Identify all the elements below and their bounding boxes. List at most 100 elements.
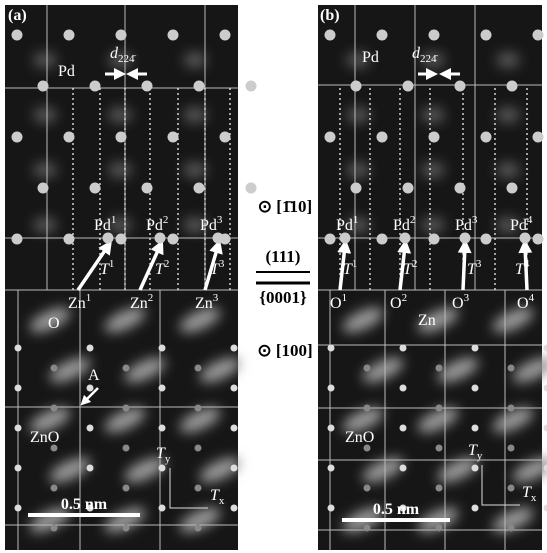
atom bbox=[116, 132, 127, 143]
atom bbox=[116, 234, 127, 245]
atom bbox=[364, 485, 371, 492]
atom bbox=[472, 425, 479, 432]
atom bbox=[328, 505, 335, 512]
top-atom-label-base: Pd bbox=[94, 217, 111, 234]
atom bbox=[544, 345, 547, 352]
atom bbox=[195, 445, 202, 452]
atom bbox=[123, 525, 130, 532]
atom bbox=[328, 465, 335, 472]
vector-label-script: 2 bbox=[412, 258, 418, 270]
vector-label-script: 3 bbox=[219, 258, 225, 270]
atom bbox=[533, 234, 544, 245]
panel-label: (b) bbox=[320, 7, 340, 24]
zone-axis-top: ⊙ [1̄10] bbox=[258, 197, 312, 216]
metal-label: Pd bbox=[362, 49, 379, 66]
atom bbox=[377, 132, 388, 143]
vector-label-script: 4 bbox=[524, 258, 530, 270]
atom bbox=[472, 465, 479, 472]
atom bbox=[400, 465, 407, 472]
plane-bottom: {0001} bbox=[259, 288, 307, 307]
blob bbox=[183, 162, 207, 178]
blob bbox=[33, 52, 57, 68]
vector-label-script: 1 bbox=[109, 258, 115, 270]
atom bbox=[195, 365, 202, 372]
vector-arrow bbox=[463, 246, 465, 290]
atom bbox=[455, 81, 466, 92]
atom bbox=[123, 485, 130, 492]
atom bbox=[429, 132, 440, 143]
atom bbox=[351, 81, 362, 92]
blob bbox=[33, 107, 57, 123]
atom bbox=[64, 234, 75, 245]
atom bbox=[159, 385, 166, 392]
atom bbox=[364, 525, 371, 532]
atom bbox=[231, 465, 238, 472]
top-atom-label-base: Pd bbox=[510, 217, 527, 234]
blob bbox=[496, 52, 520, 68]
atom bbox=[403, 81, 414, 92]
atom bbox=[472, 505, 479, 512]
vector-label-script: 3 bbox=[476, 258, 482, 270]
region-label: ZnO bbox=[30, 429, 59, 446]
scale-bar-label: 0.5 nm bbox=[61, 496, 108, 513]
atom bbox=[544, 385, 547, 392]
atom bbox=[508, 485, 515, 492]
atom bbox=[87, 465, 94, 472]
atom bbox=[436, 365, 443, 372]
blob bbox=[346, 107, 370, 123]
atom bbox=[400, 385, 407, 392]
atom bbox=[472, 345, 479, 352]
atom bbox=[38, 183, 49, 194]
atom bbox=[15, 345, 22, 352]
atom bbox=[159, 425, 166, 432]
atom bbox=[246, 81, 257, 92]
atom bbox=[436, 525, 443, 532]
atom bbox=[195, 405, 202, 412]
atom bbox=[38, 81, 49, 92]
bottom-atom-label-script: 2 bbox=[148, 292, 154, 304]
atom bbox=[231, 505, 238, 512]
atom bbox=[377, 234, 388, 245]
atom bbox=[429, 30, 440, 41]
atom bbox=[455, 183, 466, 194]
top-atom-label-script: 4 bbox=[527, 214, 533, 226]
bottom-atom-label-script: 3 bbox=[464, 292, 470, 304]
atom bbox=[87, 385, 94, 392]
atom bbox=[123, 445, 130, 452]
atom bbox=[508, 445, 515, 452]
atom bbox=[51, 405, 58, 412]
region-label: ZnO bbox=[345, 429, 374, 446]
metal-label: Pd bbox=[58, 63, 75, 80]
blob bbox=[183, 107, 207, 123]
atom bbox=[87, 425, 94, 432]
atom bbox=[508, 405, 515, 412]
atom bbox=[533, 132, 544, 143]
atom bbox=[194, 81, 205, 92]
atom bbox=[51, 365, 58, 372]
atom bbox=[351, 183, 362, 194]
vector-label-script: 1 bbox=[352, 258, 358, 270]
blob bbox=[496, 107, 520, 123]
blob bbox=[421, 162, 445, 178]
atom bbox=[231, 425, 238, 432]
atom bbox=[472, 385, 479, 392]
atom bbox=[429, 234, 440, 245]
atom bbox=[87, 345, 94, 352]
axis-y-label-script: y bbox=[477, 450, 483, 462]
axis-x-label-script: x bbox=[219, 495, 225, 507]
top-atom-label-script: 3 bbox=[472, 214, 478, 226]
axis-y-label-script: y bbox=[165, 453, 171, 465]
scale-bar-label: 0.5 nm bbox=[373, 501, 420, 518]
atom bbox=[12, 234, 23, 245]
atom bbox=[364, 405, 371, 412]
axis-x-label-script: x bbox=[531, 492, 537, 504]
blob bbox=[183, 52, 207, 68]
region-label: Zn bbox=[418, 312, 436, 329]
top-atom-label-script: 1 bbox=[111, 214, 117, 226]
atom bbox=[15, 425, 22, 432]
atom bbox=[220, 132, 231, 143]
plane-top: (111) bbox=[266, 247, 301, 266]
atom bbox=[142, 183, 153, 194]
vector-label-script: 2 bbox=[164, 258, 170, 270]
atom bbox=[400, 425, 407, 432]
